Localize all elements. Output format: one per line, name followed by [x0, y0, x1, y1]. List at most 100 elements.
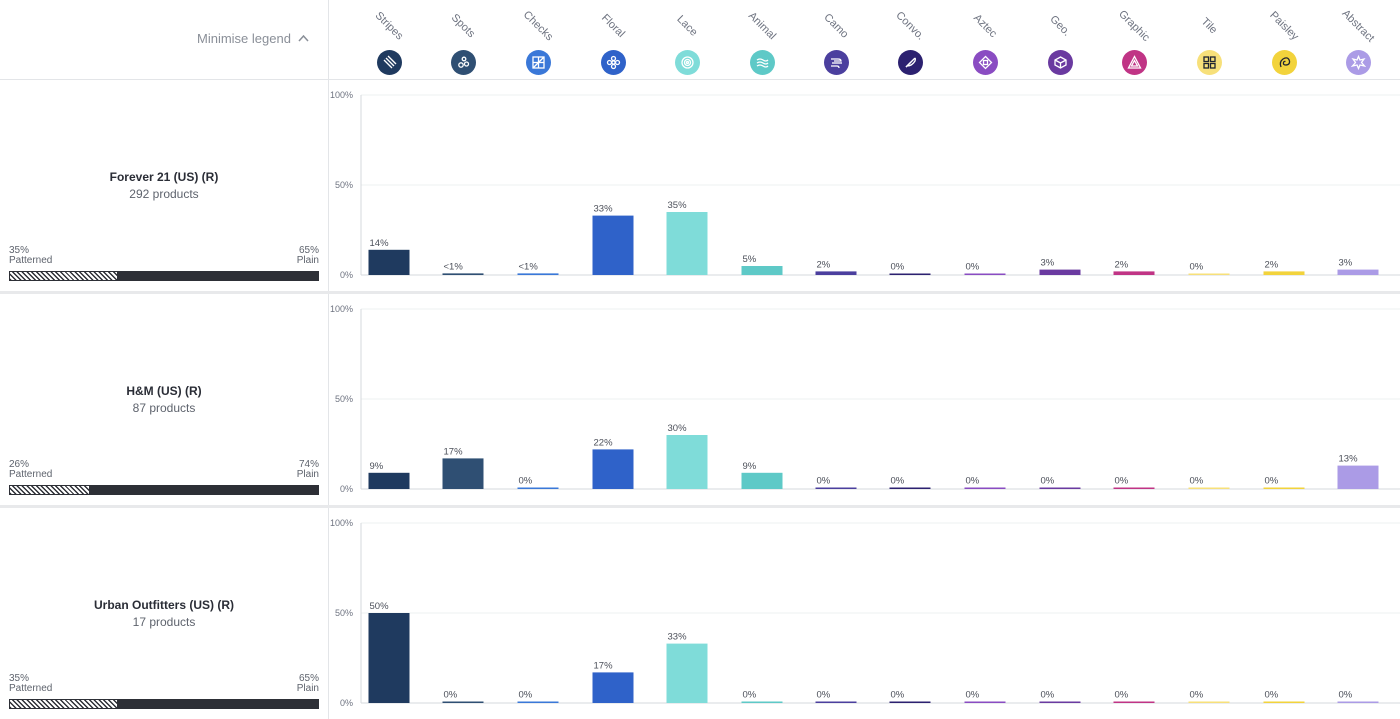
- floral-icon: [600, 50, 626, 75]
- minimise-legend-button[interactable]: Minimise legend: [197, 31, 309, 46]
- bar-value-label: 0%: [519, 690, 533, 701]
- legend-header: Minimise legend Stripes Spots Checks Floral…: [0, 0, 1400, 80]
- bar-value-label: 35%: [668, 200, 688, 211]
- brand-panel: H&M (US) (R) 87 products 26% Patterned 74% Pl…: [0, 294, 1400, 506]
- legend-label-floral: Floral: [599, 12, 627, 40]
- brand-product-count: 17 products: [132, 615, 196, 629]
- bar-paisley[interactable]: [1263, 271, 1305, 275]
- legend-item-camo[interactable]: Camo: [806, 0, 866, 80]
- bar-camo[interactable]: [815, 701, 857, 704]
- bar-checks[interactable]: [517, 273, 559, 275]
- bar-value-label: 0%: [1190, 262, 1204, 273]
- bar-floral[interactable]: [592, 672, 634, 703]
- bar-aztec[interactable]: [964, 701, 1006, 704]
- bar-value-label: 0%: [966, 476, 980, 487]
- legend-item-abstract[interactable]: Abstract: [1328, 0, 1388, 80]
- y-tick-label: 50%: [335, 608, 353, 618]
- plain-percent: 74%: [298, 459, 319, 470]
- bar-abstract[interactable]: [1337, 701, 1379, 704]
- patterned-share-fill: [9, 699, 118, 709]
- bar-graphic[interactable]: [1113, 271, 1155, 275]
- bar-abstract[interactable]: [1337, 465, 1379, 489]
- bar-convo[interactable]: [889, 701, 931, 704]
- bar-geo[interactable]: [1039, 487, 1081, 490]
- bar-graphic[interactable]: [1113, 701, 1155, 704]
- bar-tile[interactable]: [1188, 487, 1230, 490]
- bar-checks[interactable]: [517, 487, 559, 490]
- y-tick-label: 100%: [330, 90, 353, 100]
- bar-abstract[interactable]: [1337, 269, 1379, 275]
- legend-item-aztec[interactable]: Aztec: [955, 0, 1015, 80]
- bar-value-label: 0%: [966, 690, 980, 701]
- bar-spots[interactable]: [442, 701, 484, 704]
- bar-value-label: 33%: [668, 632, 688, 643]
- bar-animal[interactable]: [741, 472, 783, 489]
- legend-item-tile[interactable]: Tile: [1179, 0, 1239, 80]
- bar-animal[interactable]: [741, 701, 783, 704]
- bar-geo[interactable]: [1039, 701, 1081, 704]
- bar-value-label: 0%: [966, 262, 980, 273]
- patterned-label: Patterned: [9, 683, 53, 694]
- bar-tile[interactable]: [1188, 273, 1230, 276]
- legend-item-stripes[interactable]: Stripes: [359, 0, 419, 80]
- pattern-share-chart: 0% 50% 100% 50% 0% 0% 17% 33% 0% 0% 0% 0% 0% 0% 0% 0% 0%: [330, 518, 1400, 708]
- bar-tile[interactable]: [1188, 701, 1230, 704]
- bar-value-label: 0%: [1115, 690, 1129, 701]
- bar-graphic[interactable]: [1113, 487, 1155, 490]
- stripes-icon: [376, 50, 402, 75]
- patterned-percent: 26%: [9, 459, 30, 470]
- legend-item-convo[interactable]: Convo.: [880, 0, 940, 80]
- legend-item-animal[interactable]: Animal: [732, 0, 792, 80]
- bar-convo[interactable]: [889, 273, 931, 276]
- legend-label-convo: Convo.: [893, 9, 927, 43]
- bar-aztec[interactable]: [964, 487, 1006, 490]
- animal-icon: [749, 50, 775, 75]
- legend-item-checks[interactable]: Checks: [508, 0, 568, 80]
- patterned-label: Patterned: [9, 469, 53, 480]
- bar-camo[interactable]: [815, 487, 857, 490]
- bar-floral[interactable]: [592, 449, 634, 489]
- brand-panel: Forever 21 (US) (R) 292 products 35% Patter…: [0, 80, 1400, 292]
- bar-value-label: 2%: [817, 259, 831, 270]
- y-tick-label: 0%: [340, 484, 353, 494]
- bar-checks[interactable]: [517, 701, 559, 704]
- bar-convo[interactable]: [889, 487, 931, 490]
- bar-stripes[interactable]: [368, 472, 410, 489]
- bar-aztec[interactable]: [964, 273, 1006, 276]
- legend-item-spots[interactable]: Spots: [433, 0, 493, 80]
- bar-spots[interactable]: [442, 458, 484, 489]
- bar-value-label: 0%: [1115, 476, 1129, 487]
- legend-item-paisley[interactable]: Paisley: [1254, 0, 1314, 80]
- bar-geo[interactable]: [1039, 269, 1081, 275]
- bar-value-label: 50%: [370, 601, 390, 612]
- minimise-legend-label: Minimise legend: [197, 31, 291, 46]
- bar-value-label: 0%: [1265, 690, 1279, 701]
- bar-lace[interactable]: [666, 643, 708, 703]
- legend-item-geo[interactable]: Geo.: [1030, 0, 1090, 80]
- bar-value-label: 5%: [743, 254, 757, 265]
- bar-paisley[interactable]: [1263, 487, 1305, 490]
- y-tick-label: 50%: [335, 394, 353, 404]
- legend-label-lace: Lace: [674, 13, 700, 39]
- bar-paisley[interactable]: [1263, 701, 1305, 704]
- bar-animal[interactable]: [741, 266, 783, 275]
- lace-icon: [674, 50, 700, 75]
- legend-item-floral[interactable]: Floral: [583, 0, 643, 80]
- bar-value-label: 0%: [891, 690, 905, 701]
- y-tick-label: 0%: [340, 270, 353, 280]
- bar-stripes[interactable]: [368, 249, 410, 275]
- bar-floral[interactable]: [592, 215, 634, 275]
- bar-stripes[interactable]: [368, 613, 410, 703]
- chevron-up-icon: [298, 33, 309, 45]
- bar-spots[interactable]: [442, 273, 484, 275]
- y-tick-label: 0%: [340, 698, 353, 708]
- aztec-icon: [972, 50, 998, 75]
- legend-item-graphic[interactable]: Graphic: [1104, 0, 1164, 80]
- brand-panel: Urban Outfitters (US) (R) 17 products 35% P…: [0, 508, 1400, 719]
- bar-lace[interactable]: [666, 212, 708, 275]
- bar-lace[interactable]: [666, 435, 708, 489]
- bar-camo[interactable]: [815, 271, 857, 275]
- spots-icon: [450, 50, 476, 75]
- bar-value-label: 2%: [1115, 259, 1129, 270]
- legend-item-lace[interactable]: Lace: [657, 0, 717, 80]
